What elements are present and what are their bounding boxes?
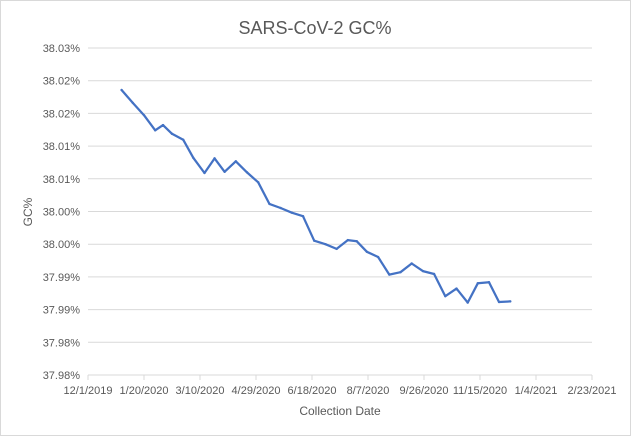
- data-point: [444, 294, 447, 298]
- data-point: [421, 269, 425, 273]
- x-tick-label: 1/4/2021: [515, 385, 558, 397]
- data-point: [192, 156, 195, 159]
- data-point: [388, 273, 391, 276]
- x-tick-label: 1/20/2020: [120, 385, 169, 397]
- y-tick-label: 38.02%: [43, 76, 81, 88]
- data-point: [234, 160, 238, 163]
- x-tick-label: 6/18/2020: [288, 385, 337, 397]
- y-tick-label: 38.03%: [43, 43, 81, 55]
- data-point: [335, 247, 338, 251]
- data-point: [203, 171, 206, 175]
- data-point: [290, 211, 294, 214]
- x-tick-label: 8/7/2020: [347, 385, 390, 397]
- data-point: [432, 272, 436, 276]
- data-point: [509, 300, 512, 303]
- y-tick-label: 38.01%: [43, 141, 81, 153]
- y-axis-ticks: 37.98% 37.98% 37.99% 37.99% 38.00% 38.00% 38.0…: [43, 43, 81, 382]
- data-point: [154, 129, 157, 132]
- data-point: [223, 170, 226, 173]
- y-tick-label: 38.00%: [43, 207, 81, 219]
- data-point: [268, 202, 271, 206]
- data-point: [376, 255, 380, 259]
- y-tick-label: 37.99%: [43, 305, 81, 317]
- data-point: [279, 206, 282, 210]
- data-point: [161, 123, 165, 127]
- x-tick-label: 9/26/2020: [400, 385, 449, 397]
- y-axis-title: GC%: [21, 197, 35, 226]
- x-tick-label: 3/10/2020: [176, 385, 225, 397]
- series-points: [120, 88, 512, 304]
- gridlines: [88, 47, 592, 343]
- data-point: [466, 301, 469, 304]
- data-point: [257, 181, 260, 184]
- data-point: [170, 132, 174, 136]
- data-point: [497, 300, 501, 304]
- data-point: [213, 157, 216, 160]
- data-point: [301, 214, 305, 218]
- data-point: [476, 282, 479, 285]
- data-point: [399, 271, 402, 274]
- y-tick-label: 37.98%: [43, 337, 81, 349]
- data-point: [355, 240, 358, 243]
- data-point: [455, 287, 458, 290]
- data-point: [131, 101, 134, 105]
- x-tick-label: 12/1/2019: [64, 385, 113, 397]
- x-axis-title: Collection Date: [299, 404, 381, 418]
- data-point: [346, 238, 350, 242]
- y-tick-label: 38.02%: [43, 108, 81, 120]
- x-tick-label: 4/29/2020: [232, 385, 281, 397]
- y-tick-label: 38.00%: [43, 239, 81, 251]
- data-point: [182, 138, 185, 141]
- data-point: [487, 280, 491, 284]
- y-tick-label: 37.99%: [43, 272, 81, 284]
- x-tick-label: 11/15/2020: [453, 385, 507, 397]
- y-tick-label: 38.01%: [43, 174, 81, 186]
- chart-title: SARS-CoV-2 GC%: [238, 18, 391, 38]
- data-point: [410, 262, 413, 265]
- x-tick-label: 2/23/2021: [568, 385, 617, 397]
- data-point: [365, 250, 369, 253]
- data-point: [245, 171, 249, 174]
- data-point: [142, 113, 146, 117]
- data-point: [324, 243, 327, 246]
- y-tick-label: 37.98%: [43, 370, 81, 382]
- data-point: [313, 239, 316, 242]
- x-axis-ticks: 12/1/2019 1/20/2020 3/10/2020 4/29/2020 6/18…: [64, 375, 617, 397]
- data-point: [120, 88, 123, 92]
